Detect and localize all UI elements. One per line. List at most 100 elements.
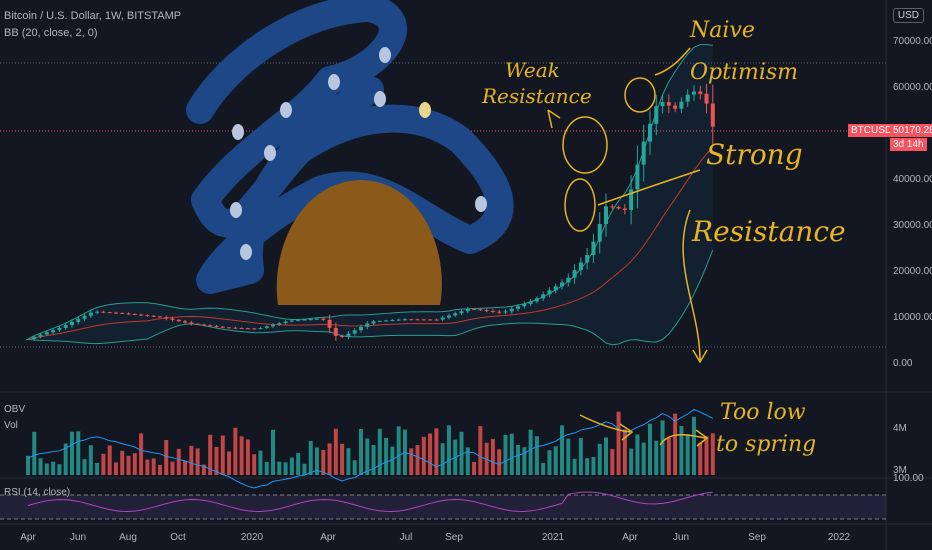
bb-fill [28,44,713,345]
candle-body [497,311,502,313]
star-dot [264,145,276,161]
hand-drawing [186,0,709,447]
volume-bar [509,433,514,475]
volume-bar [478,426,483,475]
candle-body [321,318,326,320]
volume-bar [604,437,609,475]
volume-bar [560,425,565,475]
y-tick-label: 60000.00 [893,82,932,93]
volume-bar [704,436,709,475]
annotation-resistance-weak: Resistance [482,84,592,108]
volume-bar [302,463,307,475]
bb-lower [27,249,714,346]
volume-bar [327,443,332,475]
volume-bar [578,437,583,475]
star-dot [232,124,244,140]
volume-bar [516,444,521,475]
volume-bar [534,436,539,475]
candle-body [113,312,118,314]
x-tick-label: Aug [119,532,137,543]
candle-body [635,164,640,190]
volume-bar [333,428,338,475]
volume-bar [698,442,703,475]
volume-bar [208,434,213,475]
candle-body [195,323,200,325]
spring-arrow [659,429,709,447]
candle-body [239,327,244,329]
volume-bar [264,461,269,475]
candle-body [57,327,62,331]
y-tick-label: 10000.00 [893,312,932,323]
volume-bar [541,462,546,475]
volume-bar [629,448,634,475]
candle-body [578,262,583,271]
star-dot [379,47,391,63]
candle-body [277,323,282,325]
candle-body [283,321,288,324]
volume-bar [346,448,351,475]
volume-bar [214,446,219,475]
candle-body [358,326,363,331]
volume-bar [176,448,181,475]
candle-body [315,318,320,320]
candle-body [264,326,269,328]
candle-body [673,105,678,109]
candle-body [308,319,313,321]
currency-button[interactable]: USD [892,8,924,23]
vol-arrow [579,414,634,441]
candle-body [227,327,232,329]
volume-bar [164,440,169,475]
candle-body [120,312,125,314]
candle-body [132,313,137,315]
volume-bar [69,431,74,475]
candle-body [698,91,703,94]
volume-bar [227,451,232,475]
candles [26,83,715,341]
volume-bar [691,416,696,475]
volume-bar [220,435,225,475]
weak-arrow [547,109,561,129]
volume-bar [384,437,389,475]
bb-basis [27,147,714,340]
volume-bar [610,449,615,475]
x-tick-label: Sep [445,532,463,543]
volume-bar [120,450,125,475]
y-tick-label: 40000.00 [893,174,932,185]
volume-bar [522,447,527,475]
candle-body [654,106,659,124]
volume-bar [490,438,495,475]
candle-body [434,319,439,321]
candle-body [453,313,458,316]
volume-bar [390,446,395,475]
volume-bar [396,426,401,475]
volume-bars [26,408,715,489]
candle-body [214,325,219,327]
volume-bar [245,439,250,475]
symbol-title: Bitcoin / U.S. Dollar, 1W, BITSTAMP [4,10,182,22]
candle-body [365,323,370,327]
candle-body [26,339,30,340]
price-tag-symbol: BTCUSD [848,124,896,137]
x-tick-label: Sep [748,532,766,543]
candle-body [610,206,615,208]
candle-body [484,310,489,312]
volume-bar [553,446,558,475]
volume-bar [139,433,144,475]
obv-label: OBV [4,404,26,415]
candle-body [622,208,627,210]
x-tick-label: Jun [70,532,86,543]
star-dot [475,196,487,212]
candle-body [145,315,150,317]
volume-bar [710,433,715,475]
candle-body [252,328,257,330]
naive-arrow [654,47,691,76]
candle-body [528,301,533,304]
volume-bar [51,461,56,475]
candle-body [95,311,100,313]
volume-bar [271,429,276,475]
candle-body [201,324,206,326]
candle-body [415,319,420,321]
volume-bar [641,442,646,475]
annotation-weak: Weak [505,58,560,82]
